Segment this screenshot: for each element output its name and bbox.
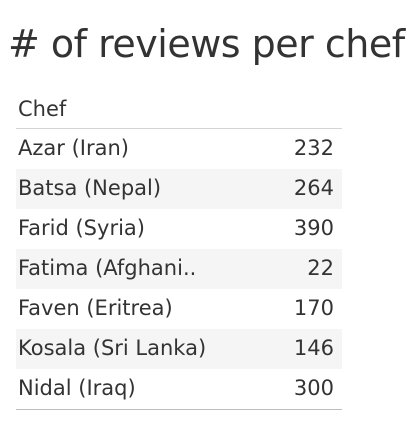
review-count-cell: 146 <box>293 336 334 360</box>
chart-title: # of reviews per chef <box>8 22 405 66</box>
table-body: Azar (Iran) 232 Batsa (Nepal) 264 Farid (Syr… <box>16 129 342 409</box>
table-row: Kosala (Sri Lanka) 146 <box>16 329 342 369</box>
chef-name-cell: Azar (Iran) <box>18 136 129 160</box>
review-count-cell: 390 <box>293 216 334 240</box>
table-row: Farid (Syria) 390 <box>16 209 342 249</box>
chef-name-cell: Farid (Syria) <box>18 216 145 240</box>
chef-name-cell: Faven (Eritrea) <box>18 296 173 320</box>
chef-name-cell: Batsa (Nepal) <box>18 176 162 200</box>
table-row: Batsa (Nepal) 264 <box>16 169 342 209</box>
data-table: Chef Azar (Iran) 232 Batsa (Nepal) 264 Farid… <box>16 94 342 410</box>
column-header-chef: Chef <box>18 97 67 121</box>
review-count-cell: 300 <box>293 376 334 400</box>
chef-name-cell: Nidal (Iraq) <box>18 376 136 400</box>
table-header: Chef <box>16 94 342 129</box>
review-count-cell: 170 <box>293 296 334 320</box>
table-row: Faven (Eritrea) 170 <box>16 289 342 329</box>
review-count-cell: 264 <box>293 176 334 200</box>
chef-name-cell: Fatima (Afghani.. <box>18 256 197 280</box>
review-count-cell: 22 <box>307 256 334 280</box>
table-row: Fatima (Afghani.. 22 <box>16 249 342 289</box>
table-row: Azar (Iran) 232 <box>16 129 342 169</box>
chef-name-cell: Kosala (Sri Lanka) <box>18 336 207 360</box>
table-bottom-divider <box>16 409 342 410</box>
review-count-cell: 232 <box>293 136 334 160</box>
table-row: Nidal (Iraq) 300 <box>16 369 342 409</box>
